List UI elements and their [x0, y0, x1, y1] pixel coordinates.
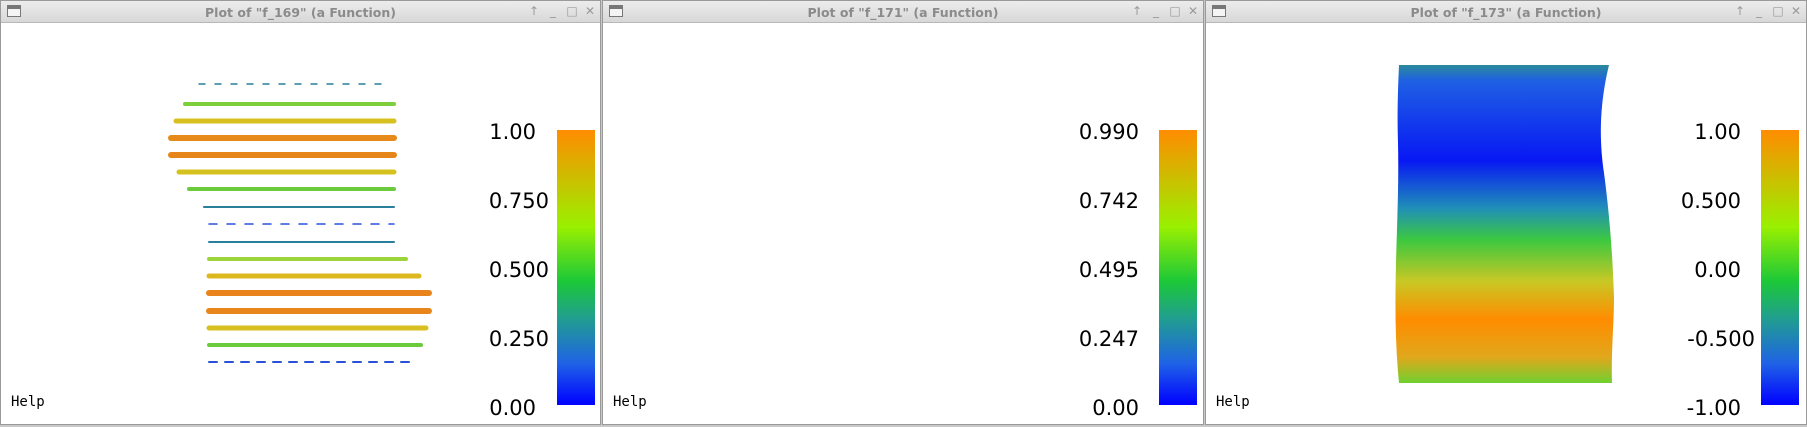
plot-window-f169: Plot of "f_169" (a Function) ↑ _ □ ✕ [0, 0, 601, 425]
window-title: Plot of "f_169" (a Function) [205, 5, 396, 20]
colorbar-tick-label: 0.00 [1694, 258, 1741, 282]
maximize-button[interactable]: □ [1169, 4, 1181, 18]
arrows-columns [794, 62, 969, 381]
plot-window-f171: Plot of "f_171" (a Function) ↑ _ □ ✕ [602, 0, 1204, 425]
vector-field-plot [168, 83, 432, 363]
colorbar-tick-label: 0.990 [1078, 120, 1139, 144]
window-menu-icon[interactable] [1212, 5, 1226, 17]
vector-field-plot [794, 62, 969, 381]
colorbar-tick-label: 0.500 [488, 258, 549, 282]
surface-shape [1395, 65, 1614, 383]
title-bar[interactable]: Plot of "f_171" (a Function) ↑ _ □ ✕ [603, 1, 1203, 23]
maximize-button[interactable]: □ [566, 4, 578, 18]
minimize-button[interactable]: _ [1153, 4, 1159, 18]
colorbar [557, 130, 595, 405]
help-label[interactable]: Help [11, 394, 45, 410]
window-menu-icon[interactable] [7, 5, 21, 17]
arrows-upper [168, 83, 397, 225]
colorbar-tick-label: 0.750 [488, 189, 549, 213]
colorbar-tick-label: -0.500 [1687, 327, 1755, 351]
title-bar[interactable]: Plot of "f_173" (a Function) ↑ _ □ ✕ [1206, 1, 1806, 23]
colorbar-tick-label: 0.247 [1078, 327, 1139, 351]
title-bar[interactable]: Plot of "f_169" (a Function) ↑ _ □ ✕ [1, 1, 600, 23]
close-button[interactable]: ✕ [1187, 4, 1199, 18]
plot-window-f173: Plot of "f_173" (a Function) ↑ _ □ ✕ [1205, 0, 1807, 425]
colorbar-tick-label: 0.00 [1092, 396, 1139, 420]
colorbar [1159, 130, 1197, 405]
window-title: Plot of "f_171" (a Function) [807, 5, 999, 20]
shade-up-icon[interactable]: ↑ [528, 4, 540, 18]
plot-canvas[interactable]: 1.00 0.500 0.00 -0.500 -1.00 Help [1206, 23, 1806, 424]
close-button[interactable]: ✕ [584, 4, 596, 18]
window-menu-icon[interactable] [609, 5, 623, 17]
plot-canvas[interactable]: 1.00 0.750 0.500 0.250 0.00 Help [1, 23, 600, 424]
colorbar-tick-label: 0.250 [488, 327, 549, 351]
colorbar-tick-label: 1.00 [489, 120, 536, 144]
colorbar-tick-label: 0.742 [1078, 189, 1139, 213]
shade-up-icon[interactable]: ↑ [1734, 4, 1746, 18]
arrows-lower [206, 241, 432, 363]
colorbar-tick-label: 0.500 [1680, 189, 1741, 213]
close-button[interactable]: ✕ [1790, 4, 1802, 18]
help-label[interactable]: Help [613, 394, 647, 410]
colorbar-tick-label: -1.00 [1686, 396, 1741, 420]
maximize-button[interactable]: □ [1772, 4, 1784, 18]
colorbar-tick-label: 0.495 [1078, 258, 1139, 282]
surface-plot [1395, 65, 1614, 383]
minimize-button[interactable]: _ [550, 4, 556, 18]
help-label[interactable]: Help [1216, 394, 1250, 410]
colorbar-tick-label: 0.00 [489, 396, 536, 420]
window-title: Plot of "f_173" (a Function) [1410, 5, 1602, 20]
colorbar [1761, 130, 1799, 405]
shade-up-icon[interactable]: ↑ [1131, 4, 1143, 18]
plot-canvas[interactable]: 0.990 0.742 0.495 0.247 0.00 Help [603, 23, 1203, 424]
minimize-button[interactable]: _ [1756, 4, 1762, 18]
colorbar-tick-label: 1.00 [1694, 120, 1741, 144]
